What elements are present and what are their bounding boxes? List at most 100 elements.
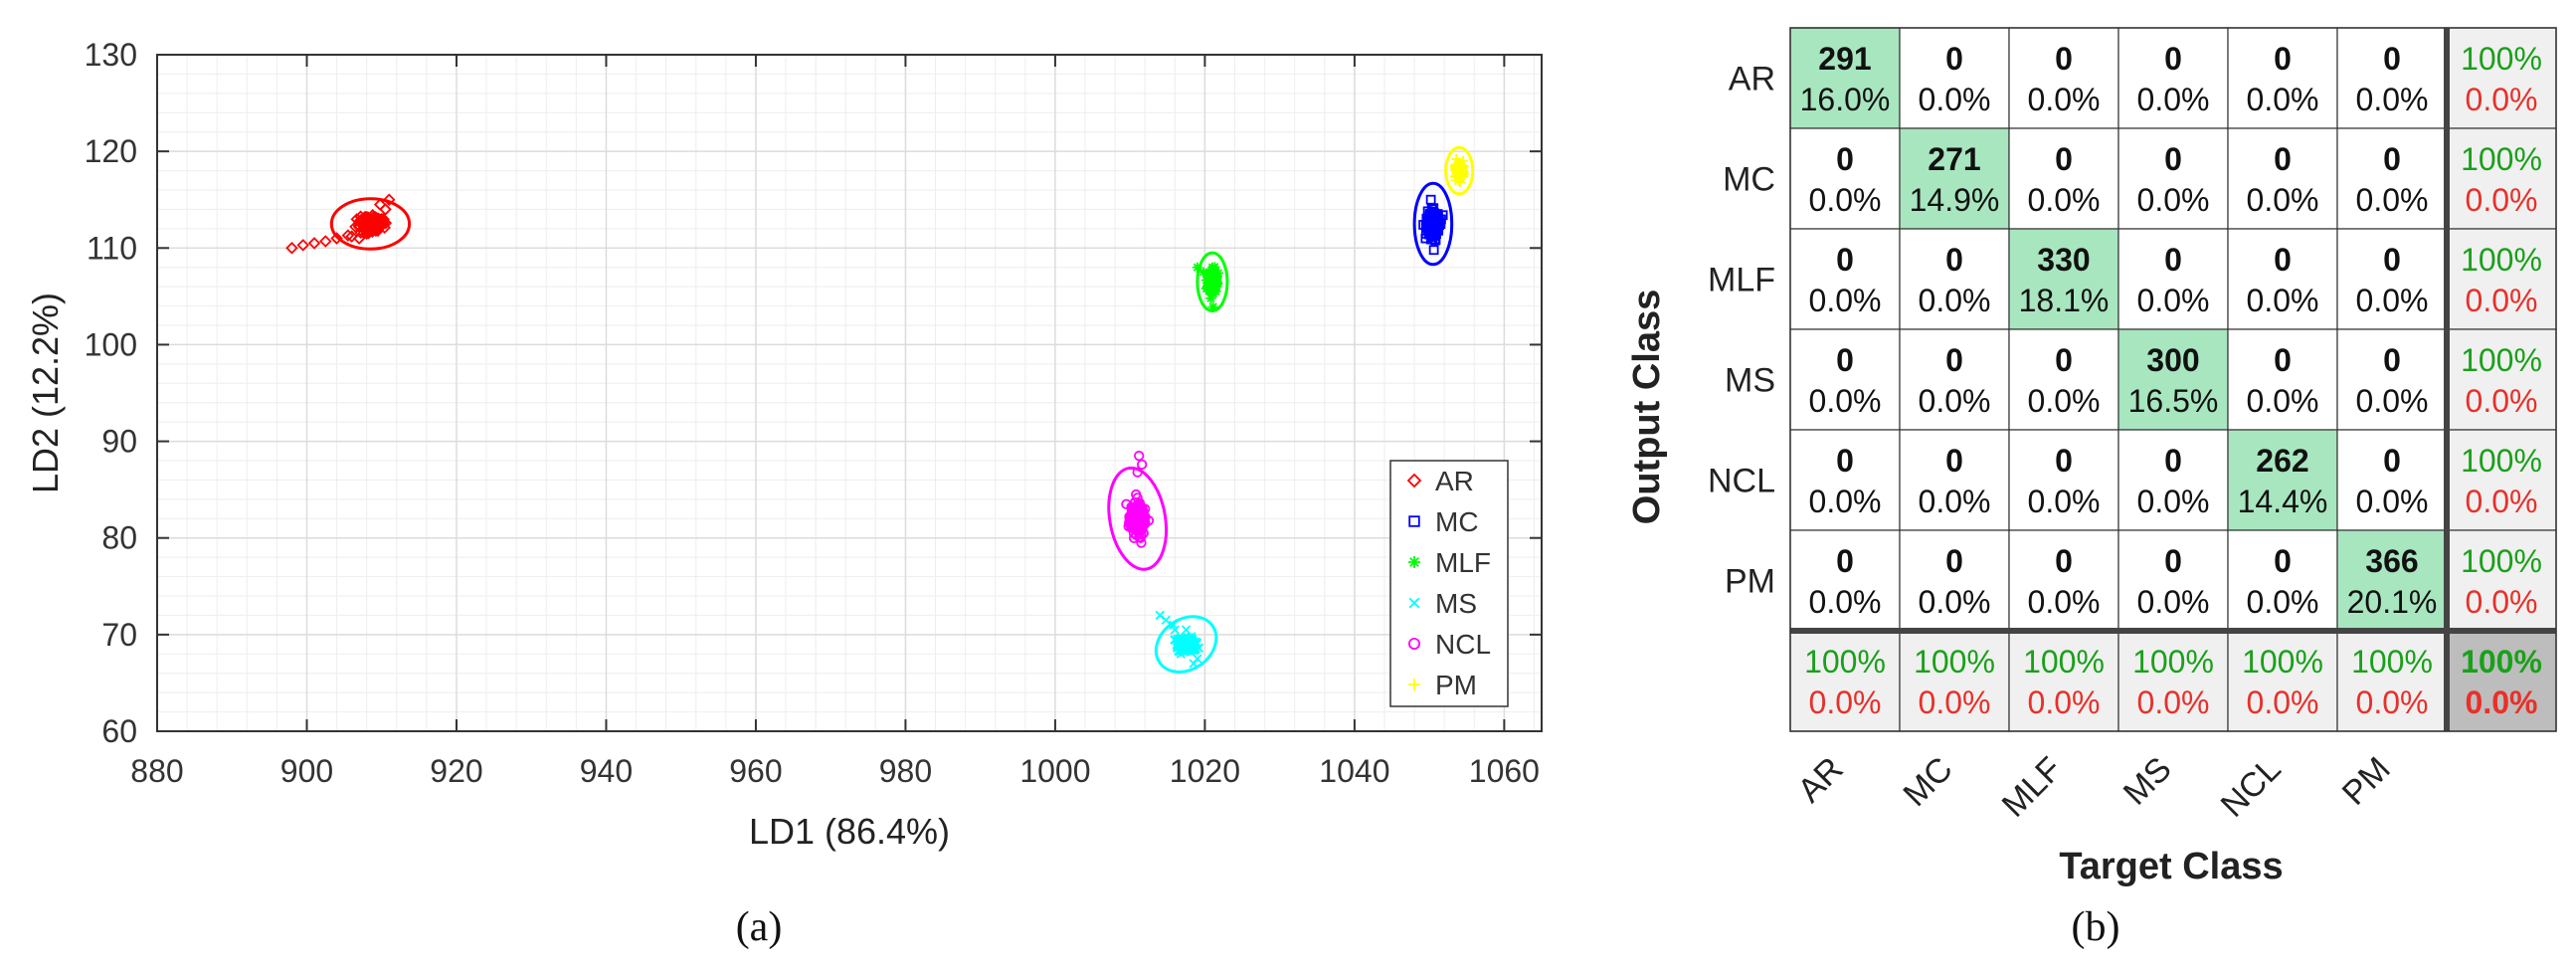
point-ms [1185,644,1195,655]
point-ar [285,242,298,255]
row-summary-error: 0.0% [2466,484,2538,519]
row-summary-correct: 100% [2461,342,2542,378]
ellipse-pm [1444,145,1475,196]
legend-label-ms: MS [1435,588,1477,619]
matrix-cell [2117,328,2229,431]
cell-count: 330 [2037,242,2090,278]
row-summary-error: 0.0% [2466,383,2538,419]
cell-count: 0 [2164,242,2182,278]
ellipse-mc [1412,181,1454,267]
cell-count: 271 [1928,141,1980,177]
cell-count: 0 [2274,342,2292,378]
matrix-cell [2446,529,2557,632]
col-summary-correct: 100% [2023,644,2105,680]
row-summary-error: 0.0% [2466,584,2538,620]
point-ncl [1137,459,1148,471]
legend-marker-ncl [1408,638,1421,651]
point-ncl [1136,537,1147,548]
cell-percent: 0.0% [2137,584,2210,620]
point-mlf [1200,284,1211,294]
matrix-cell [1899,328,2010,431]
matrix-cell [2008,27,2119,129]
point-pm [1454,165,1465,176]
output-class-label: MC [1723,161,1775,199]
cell-count: 0 [2164,543,2182,579]
matrix-cell [2008,630,2119,732]
output-class-label: MS [1725,362,1775,400]
cell-count: 0 [1945,242,1963,278]
point-ms [1174,639,1184,650]
series-ncl [1121,450,1155,548]
point-ms [1189,659,1198,669]
matrix-cells [1789,27,2557,732]
point-pm [1458,166,1469,177]
cell-count: 0 [2383,41,2401,77]
cell-percent: 0.0% [2247,283,2319,318]
x-tick-label: 980 [879,753,932,789]
cell-percent: 0.0% [2356,82,2429,117]
point-ms [1169,620,1179,630]
point-pm [1451,153,1462,164]
matrix-cell [1899,630,2010,732]
point-ms [1176,649,1186,659]
matrix-cell [2227,228,2338,330]
point-ar [371,224,385,238]
point-ar [373,198,387,211]
cell-percent: 0.0% [2137,283,2210,318]
target-class-label: MS [2116,750,2179,813]
point-ar [361,214,375,228]
cell-count: 0 [1836,242,1854,278]
cell-count: 0 [2055,543,2073,579]
cell-count: 0 [2055,342,2073,378]
matrix-values: 291 16.0% 0 0.0% 0 0.0% 0 0.0% 0 0.0% 0 0.0% 100% 0.0… [1800,41,2542,720]
col-summary-correct: 100% [1914,644,1995,680]
cell-percent: 14.9% [1910,182,2000,218]
cell-count: 0 [2274,242,2292,278]
legend-marker-mc [1408,515,1420,527]
matrix-cell [2008,429,2119,531]
target-class-labels: AR MC MLF MS NCL PM [1790,750,2397,825]
output-class-axis-label: Output Class [1626,290,1668,524]
col-summary-error: 0.0% [2356,684,2429,720]
cell-percent: 0.0% [1919,82,1991,117]
series-pm [1449,153,1469,188]
legend-label-ar: AR [1435,466,1474,496]
matrix-cell [2336,529,2448,632]
row-summary-correct: 100% [2461,41,2542,77]
point-ncl [1126,503,1137,514]
point-ar [307,237,321,250]
row-summary-error: 0.0% [2466,82,2538,117]
legend-box [1389,460,1509,707]
overall-accuracy: 100% [2461,644,2542,680]
point-mlf [1192,262,1202,273]
point-ar [296,239,309,252]
col-summary-error: 0.0% [1919,684,1991,720]
y-tick-label: 60 [101,713,137,749]
cell-count: 366 [2365,543,2418,579]
cell-percent: 0.0% [2247,584,2319,620]
matrix-cell [2446,429,2557,531]
point-mc [1428,211,1439,222]
matrix-cell [2227,630,2338,732]
x-tick-labels: 880 900 920 940 960 980 1000 1020 1040 1060 [130,753,1540,789]
legend-marker-ms [1408,597,1420,609]
legend-marker-mlf [1408,556,1420,568]
y-tick-label: 80 [101,520,137,556]
cell-count: 300 [2146,342,2199,378]
matrix-cell [1899,529,2010,632]
point-ncl [1129,532,1140,543]
ellipse-ar [329,197,412,251]
target-class-label: MC [1896,750,1959,814]
point-ar [345,230,358,243]
cell-percent: 0.0% [2356,484,2429,519]
point-mlf [1203,272,1214,283]
panel-label-a: (a) [736,904,783,950]
point-pm [1456,171,1467,182]
panel-label-b: (b) [2072,904,2120,950]
point-pm [1457,155,1468,166]
point-pm [1452,159,1463,170]
row-summary-correct: 100% [2461,443,2542,479]
point-pm [1454,177,1465,188]
cell-percent: 0.0% [2137,82,2210,117]
cell-count: 0 [2383,342,2401,378]
